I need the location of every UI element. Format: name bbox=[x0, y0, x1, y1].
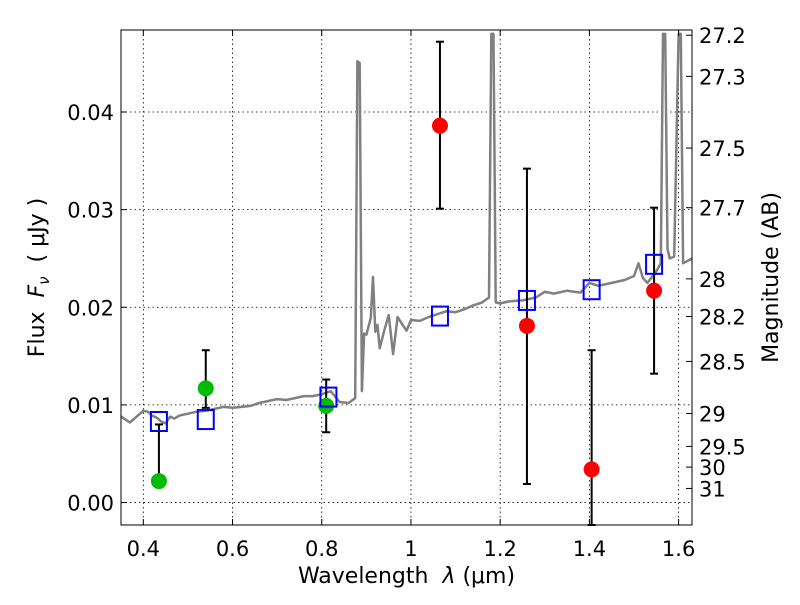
data-point-red bbox=[646, 282, 663, 299]
y2-tick-label: 28.5 bbox=[699, 350, 746, 374]
model-point-square bbox=[430, 305, 449, 327]
x-tick-label: 1.4 bbox=[573, 537, 606, 561]
y2-tick-label: 27.2 bbox=[699, 24, 746, 48]
y2-tick-label: 27.3 bbox=[699, 65, 746, 89]
y-axis-label-suffix: ( μJy ) bbox=[25, 198, 50, 277]
y2-tick-label: 29 bbox=[699, 403, 726, 427]
x-tick-label: 0.6 bbox=[216, 537, 249, 561]
y-axis-label-prefix: Flux bbox=[25, 297, 50, 357]
model-point-square bbox=[517, 289, 536, 311]
y2-tick-label: 27.5 bbox=[699, 137, 746, 161]
x-tick-label: 0.4 bbox=[127, 537, 160, 561]
model-point-square bbox=[319, 386, 338, 408]
data-point-red bbox=[518, 317, 535, 334]
model-point-square bbox=[196, 409, 215, 431]
y2-tick-label: 28 bbox=[699, 268, 726, 292]
tick-layer: 0.4 0.6 0.8 1 1.2 1.4 1.6 0.00 0.01 0.02 0.03 0.04 2… bbox=[67, 24, 746, 561]
spectrum-layer bbox=[120, 32, 693, 425]
model-point-square bbox=[149, 411, 168, 433]
data-point-red bbox=[583, 461, 600, 478]
y2-tick-label: 29.5 bbox=[699, 435, 746, 459]
y-tick-label: 0.03 bbox=[67, 199, 114, 223]
y-axis-label: Flux Fν ( μJy ) bbox=[25, 198, 53, 357]
x-tick-label: 0.8 bbox=[305, 537, 338, 561]
x-axis-label-suffix: (μm) bbox=[455, 564, 515, 589]
y-tick-label: 0.04 bbox=[67, 101, 114, 125]
plot-frame bbox=[120, 29, 693, 526]
y-axis-label-subscript: ν bbox=[35, 276, 53, 284]
y2-tick-label: 27.7 bbox=[699, 197, 746, 221]
y2-tick-label: 30 bbox=[699, 456, 726, 480]
model-point-square bbox=[582, 279, 601, 301]
data-point-red bbox=[431, 117, 448, 134]
x-axis-label-symbol: λ bbox=[441, 564, 455, 589]
spectrum-line bbox=[120, 32, 693, 425]
y-tick-label: 0.00 bbox=[67, 492, 114, 516]
data-point-green bbox=[150, 473, 167, 490]
x-tick-label: 1.6 bbox=[662, 537, 695, 561]
y2-axis-label: Magnitude (AB) bbox=[759, 192, 784, 363]
points-layer bbox=[149, 40, 664, 526]
x-axis-label: Wavelength λ (μm) bbox=[298, 564, 515, 589]
grid-layer bbox=[121, 30, 692, 525]
y-tick-label: 0.01 bbox=[67, 394, 114, 418]
x-tick-label: 1 bbox=[404, 537, 417, 561]
y-axis-label-symbol: F bbox=[25, 284, 50, 297]
x-axis-label-prefix: Wavelength bbox=[298, 564, 443, 589]
y2-tick-label: 31 bbox=[699, 477, 726, 501]
y-tick-label: 0.02 bbox=[67, 296, 114, 320]
x-tick-label: 1.2 bbox=[483, 537, 516, 561]
model-point-square bbox=[645, 253, 664, 275]
y2-tick-label: 28.2 bbox=[699, 306, 746, 330]
data-point-green bbox=[197, 380, 214, 397]
